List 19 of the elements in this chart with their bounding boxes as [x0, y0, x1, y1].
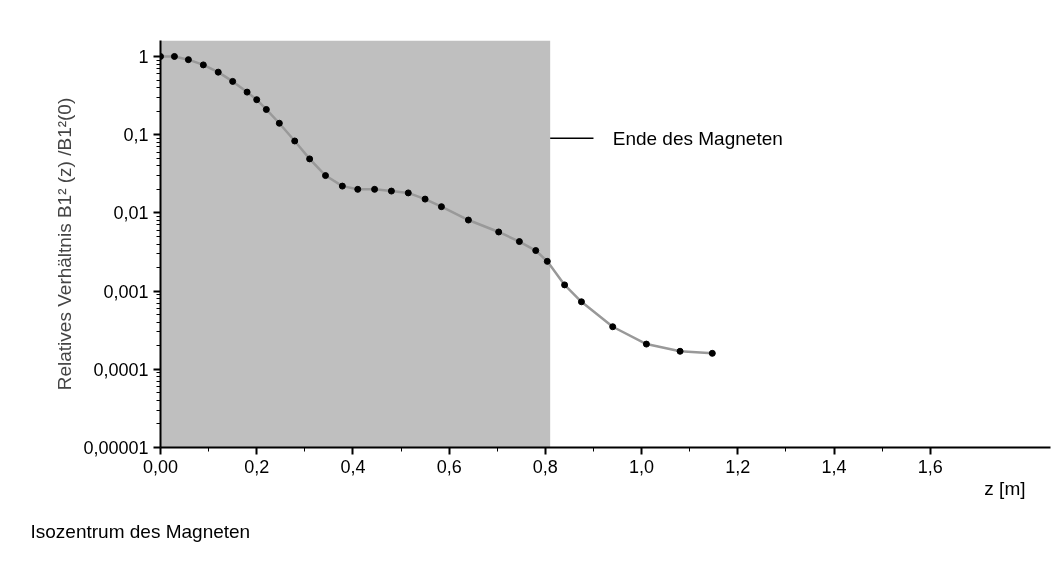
- y-tick-label: 0,1: [123, 125, 149, 146]
- x-tick-label: 0,4: [340, 456, 366, 477]
- y-tick-label: 0,01: [113, 203, 149, 224]
- x-tick-label: 0,6: [436, 456, 462, 477]
- x-tick-label: 1,4: [821, 456, 847, 477]
- x-tick-label: 0,8: [532, 456, 558, 477]
- y-tick-label: 0,00001: [83, 438, 149, 458]
- y-tick-label: 1: [138, 46, 149, 67]
- x-tick-label: 0,00: [142, 456, 179, 477]
- text: Isozentrum des Magneten: [30, 520, 251, 542]
- x-tick-label: 1,6: [917, 456, 943, 477]
- x-tick-label: 1,2: [725, 456, 751, 477]
- y-axis-title: Relatives Verhältnis B1² (z) /B1²(0): [54, 97, 76, 391]
- band-label: Ende des Magneten: [612, 127, 783, 149]
- x-tick-label: 0,2: [244, 456, 270, 477]
- y-tick-label: 0,0001: [93, 359, 149, 380]
- x-tick-label: 1,0: [629, 456, 655, 477]
- x-axis-title: z [m]: [984, 477, 1026, 499]
- y-tick-label: 0,001: [103, 281, 149, 302]
